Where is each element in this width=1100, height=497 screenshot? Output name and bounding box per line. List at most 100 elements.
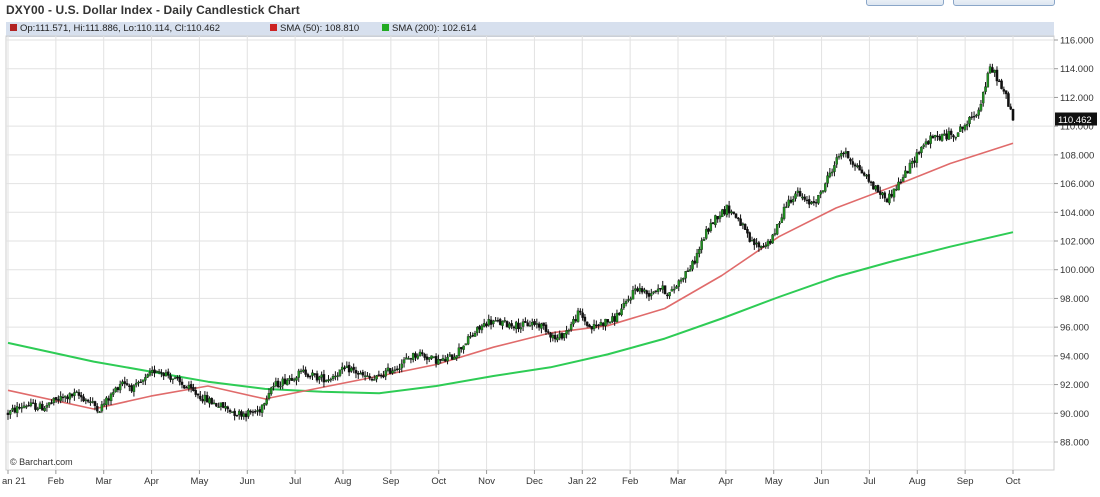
candle xyxy=(134,382,138,386)
candle xyxy=(590,326,594,330)
x-tick-label: Mar xyxy=(96,476,112,487)
candle xyxy=(819,191,822,195)
candle xyxy=(540,323,543,329)
candle xyxy=(553,334,557,340)
candle xyxy=(66,396,69,400)
candle xyxy=(954,137,958,139)
candle xyxy=(805,199,809,202)
barchart-watermark: © Barchart.com xyxy=(10,457,73,467)
candle xyxy=(922,144,925,147)
candle xyxy=(631,290,635,300)
candle xyxy=(565,330,568,335)
candle xyxy=(36,408,40,410)
candle xyxy=(189,384,193,389)
candle xyxy=(721,209,724,218)
candle xyxy=(560,333,564,339)
candle xyxy=(407,358,410,360)
candle xyxy=(201,399,204,402)
candle xyxy=(1000,80,1003,89)
y-tick-label: 94.000 xyxy=(1060,351,1089,362)
candle xyxy=(542,322,545,326)
candle xyxy=(695,252,699,264)
y-tick-label: 106.000 xyxy=(1060,179,1094,190)
candle xyxy=(393,369,397,371)
candle xyxy=(128,385,131,387)
candle xyxy=(998,80,1001,83)
candle xyxy=(970,116,974,118)
candle xyxy=(20,407,23,409)
candle xyxy=(80,395,83,398)
candle xyxy=(874,185,877,190)
candle xyxy=(828,172,832,177)
candle xyxy=(601,322,605,326)
candle xyxy=(544,324,548,332)
candle xyxy=(196,393,200,396)
candle xyxy=(686,270,690,272)
candle xyxy=(574,319,577,322)
candle xyxy=(643,289,646,292)
candle xyxy=(691,260,694,270)
y-tick-label: 110.000 xyxy=(1060,122,1094,133)
candle xyxy=(215,403,218,407)
candle xyxy=(345,365,349,369)
candle xyxy=(755,242,758,245)
toolbar-button-left[interactable] xyxy=(866,0,944,6)
candle xyxy=(663,285,667,295)
x-tick-label: Oct xyxy=(431,476,446,487)
candle xyxy=(100,404,104,412)
candle xyxy=(981,91,985,104)
candle xyxy=(750,240,754,242)
y-tick-label: 112.000 xyxy=(1060,93,1094,104)
candle xyxy=(27,405,30,407)
y-tick-label: 90.000 xyxy=(1060,409,1089,420)
candle xyxy=(434,356,438,364)
candle xyxy=(510,323,513,327)
candle xyxy=(22,405,26,408)
candle xyxy=(418,351,422,356)
candle xyxy=(778,223,781,225)
candle xyxy=(343,367,346,370)
candle xyxy=(130,385,133,392)
candle xyxy=(938,136,941,140)
candle xyxy=(295,377,298,381)
candle xyxy=(331,375,335,380)
candle xyxy=(377,374,381,376)
candle xyxy=(901,177,905,182)
candle xyxy=(311,372,314,376)
candle xyxy=(581,312,584,318)
toolbar-button-right[interactable] xyxy=(953,0,1055,6)
candle xyxy=(748,232,751,242)
candle xyxy=(139,381,143,384)
candle xyxy=(13,407,17,413)
candle xyxy=(146,374,149,378)
candle xyxy=(217,406,220,408)
candle xyxy=(244,413,248,418)
candle xyxy=(897,181,900,191)
candle xyxy=(530,322,534,326)
candle xyxy=(853,164,857,167)
candle xyxy=(366,375,369,377)
candle xyxy=(439,359,442,361)
candle xyxy=(398,368,401,370)
x-tick-label: Jun xyxy=(814,476,829,487)
candle xyxy=(817,195,820,204)
candle xyxy=(904,170,907,178)
candle xyxy=(1002,89,1006,92)
candle xyxy=(86,399,90,402)
candle xyxy=(409,358,413,360)
candle xyxy=(485,323,488,327)
candle xyxy=(77,392,81,396)
ohlc-swatch-icon xyxy=(10,23,17,31)
x-tick-label: Aug xyxy=(335,476,352,487)
candle xyxy=(6,412,10,415)
candle xyxy=(885,198,889,203)
candle xyxy=(52,398,56,403)
candle xyxy=(359,373,362,375)
candle xyxy=(814,202,818,204)
candle xyxy=(929,135,932,144)
candle xyxy=(826,175,829,184)
candle xyxy=(306,374,310,378)
candle xyxy=(670,289,674,292)
candle xyxy=(98,411,101,413)
